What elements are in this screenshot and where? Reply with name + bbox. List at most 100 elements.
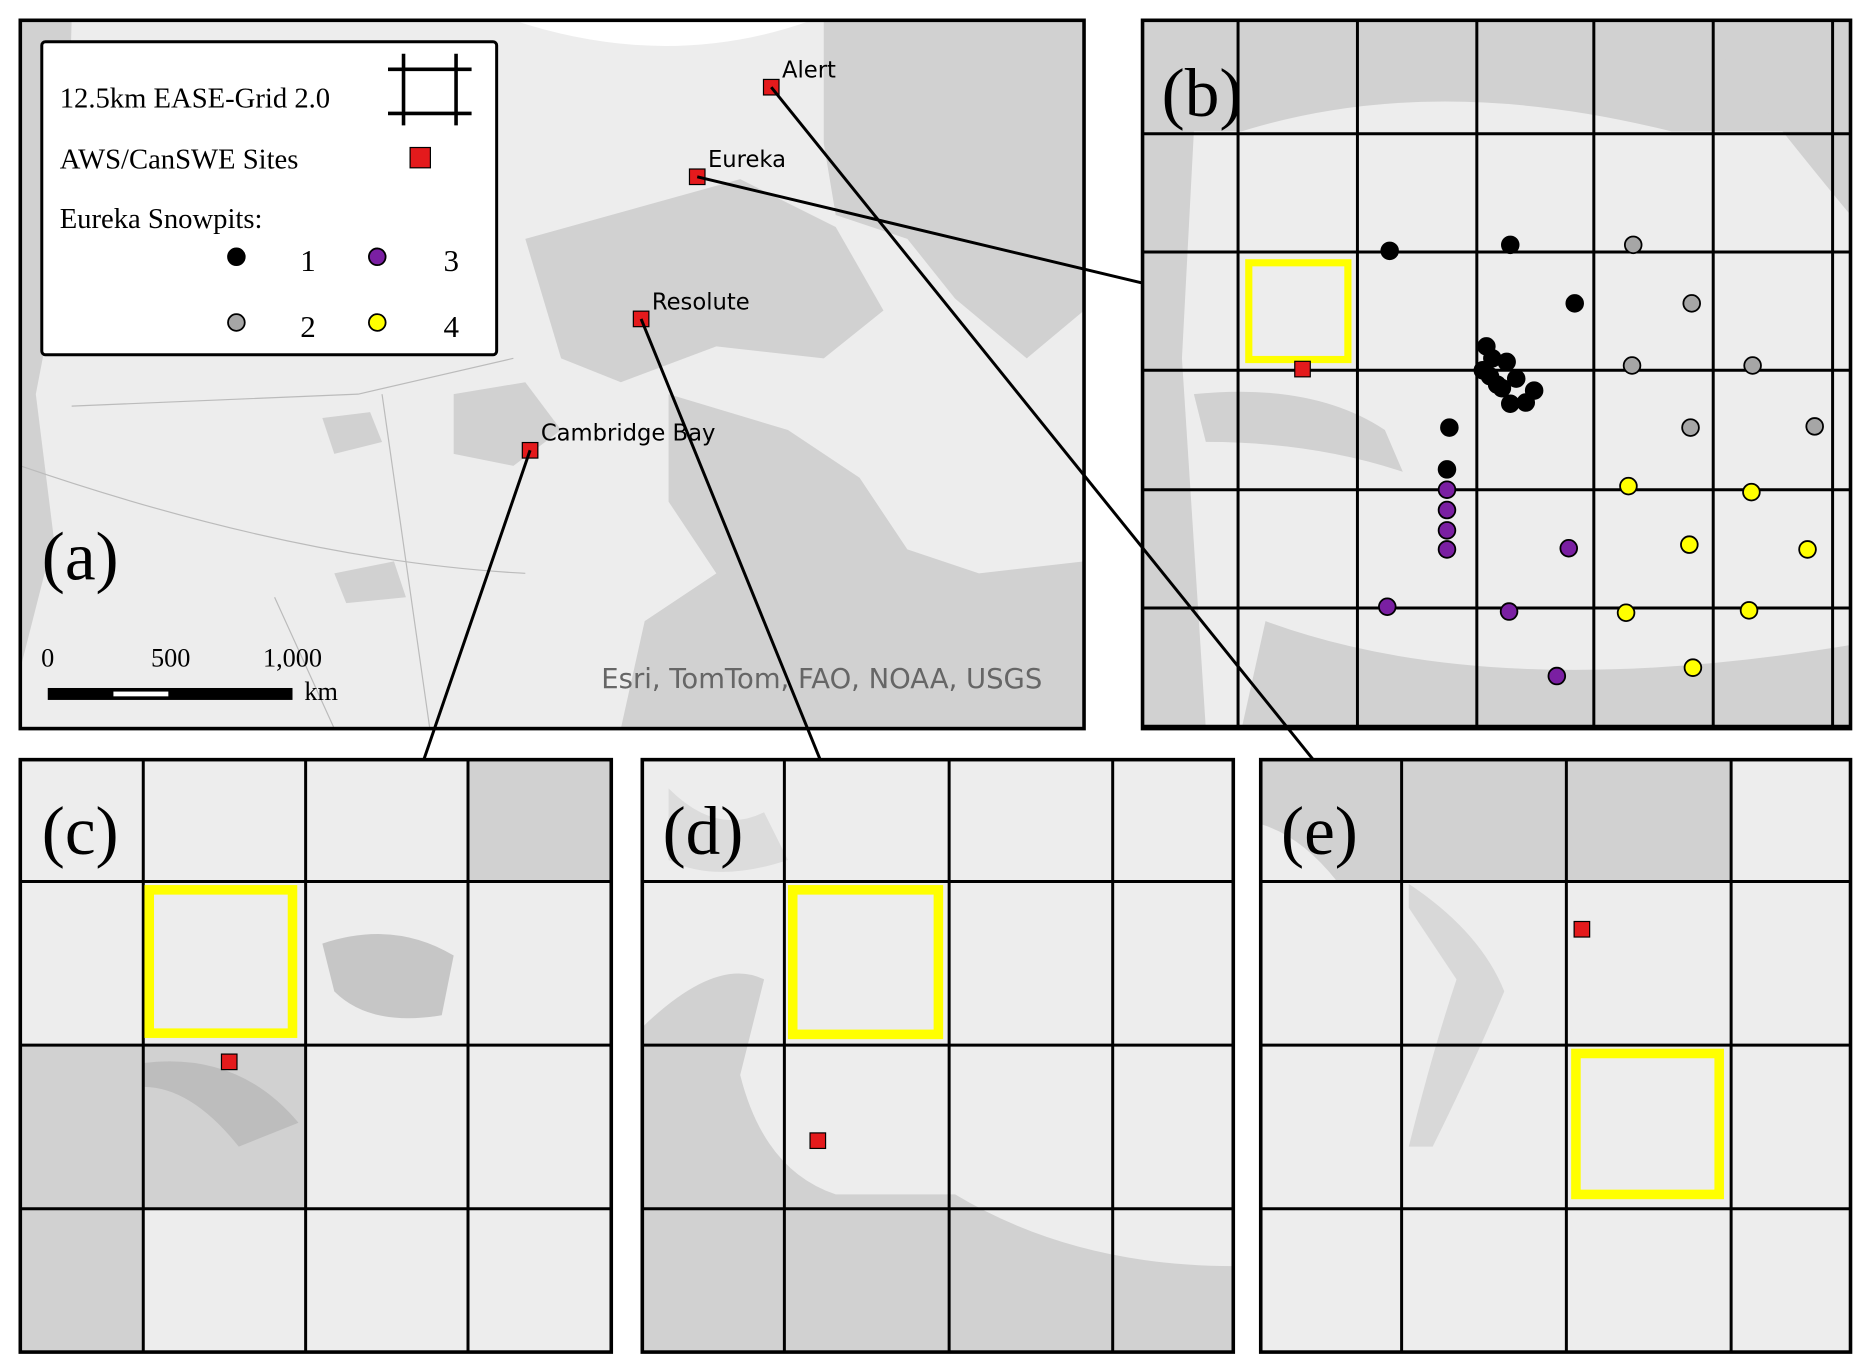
scale-bar-segment bbox=[113, 691, 169, 697]
snowpit bbox=[1497, 352, 1516, 372]
water bbox=[322, 412, 383, 454]
snowpit bbox=[1739, 601, 1759, 620]
snowpit bbox=[1681, 418, 1700, 437]
connector bbox=[639, 318, 822, 761]
snowpit bbox=[1499, 602, 1519, 621]
water bbox=[1408, 883, 1505, 1147]
water bbox=[322, 934, 454, 1019]
snowpit bbox=[1437, 460, 1457, 479]
water bbox=[620, 394, 1085, 729]
legend-marker bbox=[227, 247, 246, 267]
legend-title: Eureka Snowpits: bbox=[60, 203, 263, 235]
snowpit bbox=[1378, 597, 1397, 617]
legend-label: 12.5km EASE-Grid 2.0 bbox=[60, 82, 330, 114]
water bbox=[468, 759, 612, 882]
legend-label: 4 bbox=[444, 309, 460, 344]
legend-box bbox=[40, 40, 499, 357]
snowpit bbox=[1805, 417, 1824, 436]
legend-marker bbox=[227, 313, 246, 332]
panel-label: (d) bbox=[663, 792, 744, 869]
panel-frame bbox=[640, 757, 1236, 1354]
panel bbox=[20, 759, 612, 1353]
snowpit bbox=[1682, 294, 1701, 313]
legend-label: 2 bbox=[300, 309, 316, 344]
grid-cell-highlight bbox=[787, 885, 944, 1040]
snowpit bbox=[1742, 482, 1761, 502]
water bbox=[1142, 131, 1206, 729]
connector bbox=[696, 175, 1143, 285]
grid-cell-highlight bbox=[144, 885, 298, 1038]
site-marker bbox=[409, 146, 431, 169]
snowpit bbox=[1798, 540, 1817, 559]
water bbox=[1142, 20, 1851, 132]
snowpit bbox=[1437, 540, 1457, 559]
site-label: Eureka bbox=[708, 147, 786, 173]
snowpit bbox=[1683, 658, 1703, 677]
snowpit bbox=[1437, 521, 1457, 540]
site-marker bbox=[521, 441, 539, 459]
site-marker bbox=[220, 1053, 238, 1071]
panel-label: (a) bbox=[42, 517, 119, 594]
snowpit bbox=[1487, 375, 1507, 394]
snowpit bbox=[1680, 535, 1699, 554]
snowpit bbox=[1619, 476, 1638, 496]
scale-label: 1,000 bbox=[263, 643, 322, 672]
grid-cell-highlight bbox=[1245, 259, 1352, 364]
boundary bbox=[20, 357, 526, 729]
snowpit bbox=[1547, 666, 1567, 686]
water bbox=[668, 788, 788, 872]
snowpit bbox=[1622, 356, 1642, 375]
panel bbox=[1260, 759, 1851, 1353]
water bbox=[525, 179, 884, 383]
site-marker bbox=[1573, 920, 1591, 938]
legend-marker bbox=[368, 247, 387, 267]
snowpit bbox=[1516, 393, 1536, 412]
panel-label: (c) bbox=[42, 792, 119, 869]
panel-label: (b) bbox=[1162, 54, 1243, 131]
panel-frame bbox=[1258, 757, 1853, 1354]
scale-label: 500 bbox=[151, 643, 190, 672]
snowpit bbox=[1616, 603, 1636, 622]
panel-frame bbox=[18, 18, 1086, 731]
scale-bar bbox=[47, 687, 293, 700]
snowpit bbox=[1559, 538, 1579, 558]
water bbox=[334, 561, 406, 604]
snowpit bbox=[1440, 418, 1459, 437]
snowpit bbox=[1743, 356, 1762, 375]
water bbox=[1193, 391, 1403, 472]
scale-label: 0 bbox=[41, 643, 54, 672]
connector bbox=[422, 449, 532, 761]
snowpit bbox=[1437, 480, 1457, 499]
snowpit bbox=[1501, 235, 1520, 255]
site-marker bbox=[1294, 360, 1311, 378]
legend-label: AWS/CanSWE Sites bbox=[60, 143, 299, 175]
water bbox=[1260, 759, 1402, 882]
site-marker bbox=[809, 1132, 827, 1150]
snowpit bbox=[1501, 394, 1520, 413]
water bbox=[1695, 20, 1851, 215]
snowpit bbox=[1623, 235, 1643, 255]
legend-label: 1 bbox=[300, 243, 316, 278]
snowpit bbox=[1473, 361, 1493, 380]
water bbox=[823, 20, 1085, 359]
water bbox=[1241, 621, 1851, 729]
water bbox=[143, 1061, 299, 1147]
legend-grid-icon bbox=[388, 53, 472, 126]
panel-frame bbox=[18, 757, 614, 1354]
grid-cell-highlight bbox=[1571, 1048, 1724, 1200]
panel-frame bbox=[1140, 18, 1853, 731]
snowpit bbox=[1437, 500, 1457, 520]
water bbox=[513, 20, 812, 46]
site-label: Alert bbox=[782, 58, 836, 84]
attribution: Esri, TomTom, FAO, NOAA, USGS bbox=[601, 664, 1042, 695]
connector bbox=[770, 86, 1315, 761]
panel bbox=[1142, 20, 1851, 729]
legend-label: 3 bbox=[444, 243, 460, 278]
scale-unit: km bbox=[304, 677, 338, 706]
panel-label: (e) bbox=[1281, 792, 1358, 869]
snowpit bbox=[1506, 369, 1526, 388]
snowpit bbox=[1565, 294, 1584, 313]
legend-marker bbox=[368, 313, 387, 332]
